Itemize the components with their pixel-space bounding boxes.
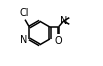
Text: N: N xyxy=(60,16,68,26)
Text: O: O xyxy=(55,36,62,46)
Text: N: N xyxy=(20,35,28,45)
Text: Cl: Cl xyxy=(20,8,29,18)
